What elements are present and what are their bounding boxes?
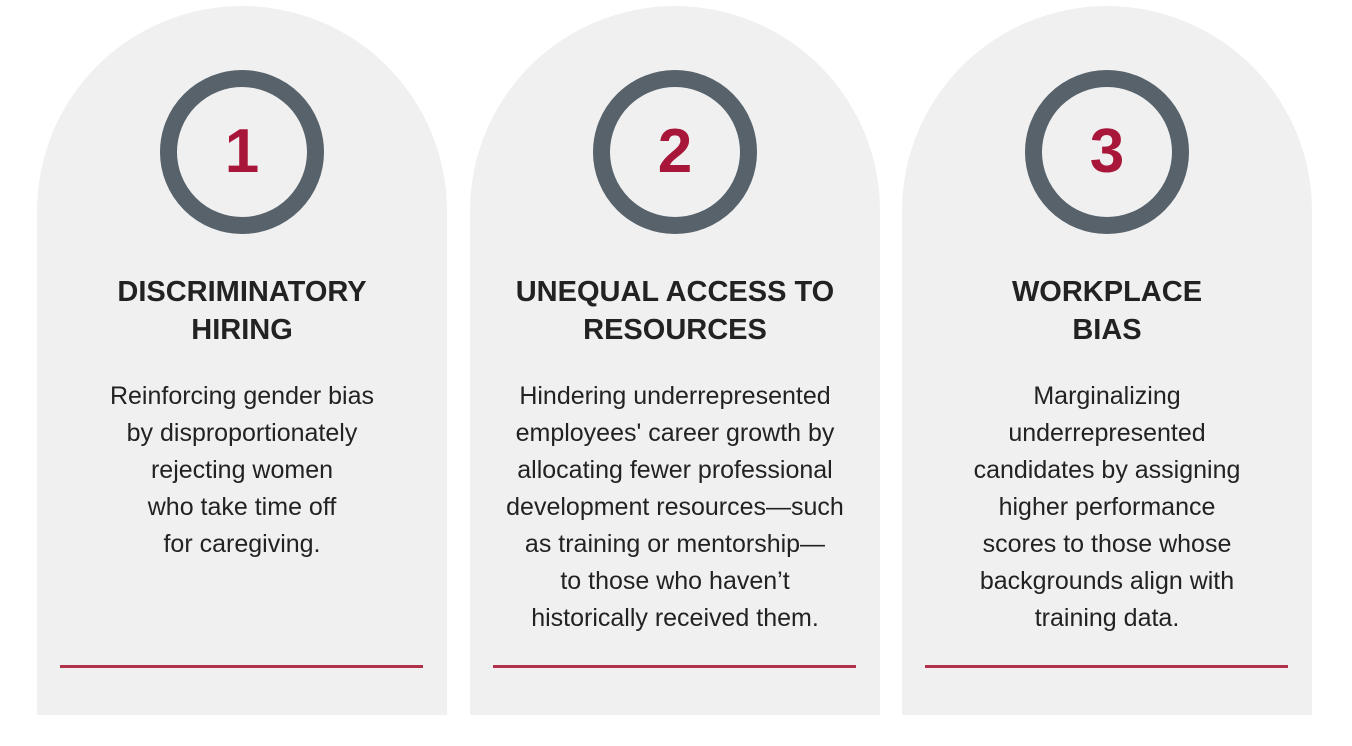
card-title: DISCRIMINATORY HIRING (37, 273, 447, 349)
card-unequal-access: 2 UNEQUAL ACCESS TO RESOURCES Hindering … (470, 6, 880, 715)
card-description-line: who take time off (147, 493, 337, 521)
number-ring: 3 (1025, 70, 1189, 234)
card-title-line: RESOURCES (583, 314, 767, 346)
number-ring: 1 (160, 70, 324, 234)
card-number: 2 (657, 117, 693, 186)
card-description-line: for caregiving. (163, 530, 321, 558)
card-description: Marginalizing underrepresented candidate… (902, 378, 1312, 637)
card-title: UNEQUAL ACCESS TO RESOURCES (470, 273, 880, 349)
card-divider (60, 665, 423, 668)
card-description: Hindering underrepresented employees' ca… (470, 378, 880, 637)
card-description-line: to those who haven’t (560, 567, 790, 595)
card-description-line: Marginalizing (1033, 382, 1181, 410)
card-description-line: allocating fewer professional (517, 456, 833, 484)
card-title-line: BIAS (1072, 314, 1142, 346)
card-description-line: Hindering underrepresented (519, 382, 831, 410)
card-title-line: HIRING (191, 314, 293, 346)
card-title: WORKPLACE BIAS (902, 273, 1312, 349)
card-workplace-bias: 3 WORKPLACE BIAS Marginalizing underrepr… (902, 6, 1312, 715)
card-title-line: DISCRIMINATORY (117, 276, 367, 308)
card-description-line: backgrounds align with (979, 567, 1235, 595)
card-description: Reinforcing gender bias by disproportion… (37, 378, 447, 563)
card-description-line: Reinforcing gender bias (109, 382, 375, 410)
card-description-line: underrepresented (1008, 419, 1206, 447)
card-description-line: rejecting women (150, 456, 334, 484)
card-description-line: employees' career growth by (515, 419, 835, 447)
card-description-line: by disproportionately (126, 419, 358, 447)
card-description-line: training data. (1034, 604, 1180, 632)
card-divider (493, 665, 856, 668)
card-divider (925, 665, 1288, 668)
card-discriminatory-hiring: 1 DISCRIMINATORY HIRING Reinforcing gend… (37, 6, 447, 715)
card-description-line: as training or mentorship— (524, 530, 826, 558)
card-description-line: historically received them. (531, 604, 819, 632)
card-description-line: development resources—such (506, 493, 844, 521)
card-title-line: UNEQUAL ACCESS TO (515, 276, 835, 308)
card-description-line: higher performance (998, 493, 1216, 521)
card-title-line: WORKPLACE (1011, 276, 1203, 308)
card-description-line: scores to those whose (982, 530, 1232, 558)
card-number: 3 (1089, 117, 1125, 186)
card-description-line: candidates by assigning (973, 456, 1241, 484)
number-ring: 2 (593, 70, 757, 234)
card-number: 1 (224, 117, 260, 186)
